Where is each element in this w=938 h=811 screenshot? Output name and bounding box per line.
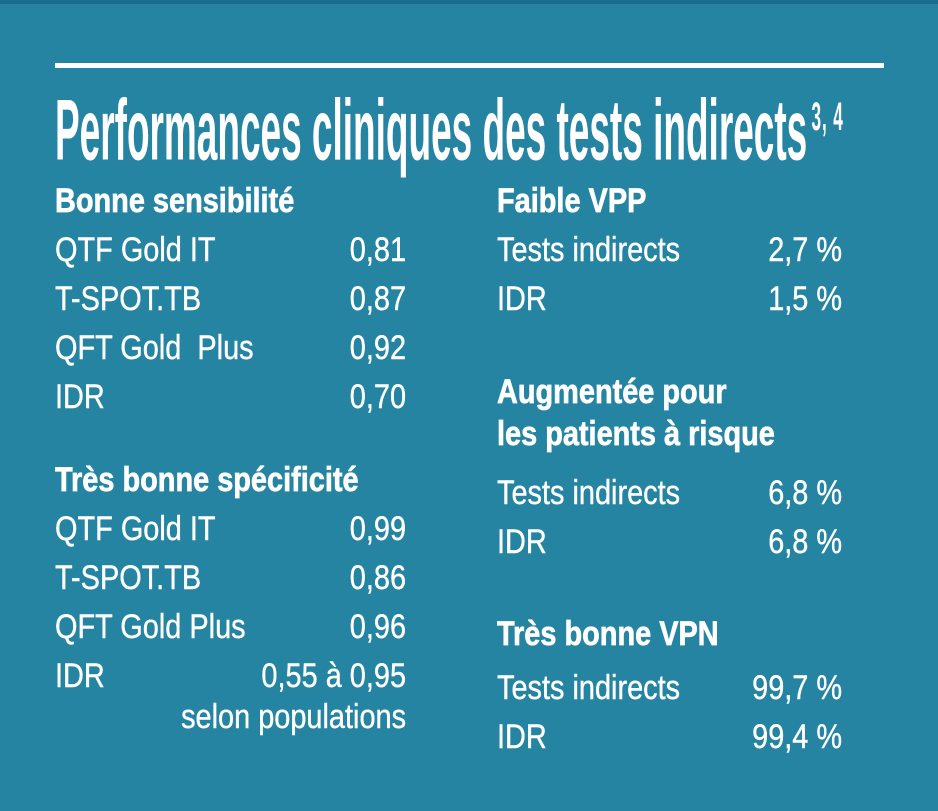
stat-value: 99,7 %	[752, 669, 843, 707]
stat-label: Tests indirects	[497, 669, 681, 707]
page-title-main: Performances cliniques des tests indirec…	[55, 82, 808, 179]
stat-value: 0,81	[349, 231, 407, 269]
section-heading-specificite: Très bonne spécificité	[55, 461, 359, 500]
stat-value: 0,87	[349, 280, 407, 318]
section-heading-patients-risque: Augmentée pour les patients à risque	[497, 373, 775, 454]
stat-label: T-SPOT.TB	[55, 559, 202, 597]
stat-row: IDR 99,4 %	[497, 713, 842, 762]
stat-row: T-SPOT.TB 0,86	[55, 554, 406, 603]
stats-column-left: Bonne sensibilité QTF Gold IT 0,81 T-SPO…	[55, 177, 407, 742]
stat-label: Tests indirects	[497, 231, 681, 269]
stat-value: 0,99	[349, 510, 407, 548]
section-heading-vpn: Très bonne VPN	[497, 615, 719, 654]
stat-label: Tests indirects	[497, 474, 681, 512]
stat-value: 0,86	[349, 559, 407, 597]
stat-label: QTF Gold IT	[55, 231, 216, 269]
title-superscript: 3, 4	[811, 95, 844, 139]
stat-label: QTF Gold IT	[55, 510, 216, 548]
stat-value: 6,8 %	[768, 474, 843, 512]
stat-value: 2,7 %	[768, 231, 843, 269]
stat-value: 0,70	[349, 378, 407, 416]
stat-row: IDR 1,5 %	[497, 275, 842, 324]
stat-row: QTF Gold IT 0,99	[55, 505, 406, 554]
page-title-text: Performances cliniques des tests indirec…	[55, 74, 844, 174]
section-footnote: selon populations	[181, 698, 407, 736]
stat-label: IDR	[55, 378, 105, 416]
stat-row: Tests indirects 2,7 %	[497, 226, 842, 275]
stat-value: 0,55 à 0,95	[261, 657, 407, 695]
stat-row: IDR 0,55 à 0,95	[55, 652, 406, 701]
stat-label: QFT Gold Plus	[55, 329, 254, 367]
stat-row: T-SPOT.TB 0,87	[55, 275, 406, 324]
section-heading-sensibilite: Bonne sensibilité	[55, 182, 295, 221]
section-heading-vpp: Faible VPP	[497, 182, 647, 221]
stats-column-right: Faible VPP Tests indirects 2,7 % IDR 1,5…	[497, 177, 843, 762]
stat-label: QFT Gold Plus	[55, 608, 246, 646]
stat-label: IDR	[55, 657, 105, 695]
title-rule	[55, 63, 884, 68]
stat-label: IDR	[497, 280, 547, 318]
stat-value: 0,96	[349, 608, 407, 646]
stat-row: QFT Gold Plus 0,92	[55, 324, 406, 373]
stat-value: 6,8 %	[768, 523, 843, 561]
stat-label: IDR	[497, 718, 547, 756]
stat-value: 0,92	[349, 329, 407, 367]
stat-label: IDR	[497, 523, 547, 561]
stat-row: QTF Gold IT 0,81	[55, 226, 406, 275]
stat-row: Tests indirects 6,8 %	[497, 469, 842, 518]
stat-row: IDR 0,70	[55, 373, 406, 422]
stat-label: T-SPOT.TB	[55, 280, 202, 318]
stat-row: Tests indirects 99,7 %	[497, 664, 842, 713]
stat-value: 99,4 %	[752, 718, 843, 756]
page-title: Performances cliniques des tests indirec…	[55, 74, 938, 174]
stat-row: QFT Gold Plus 0,96	[55, 603, 406, 652]
stat-row: IDR 6,8 %	[497, 518, 842, 567]
stat-value: 1,5 %	[768, 280, 843, 318]
